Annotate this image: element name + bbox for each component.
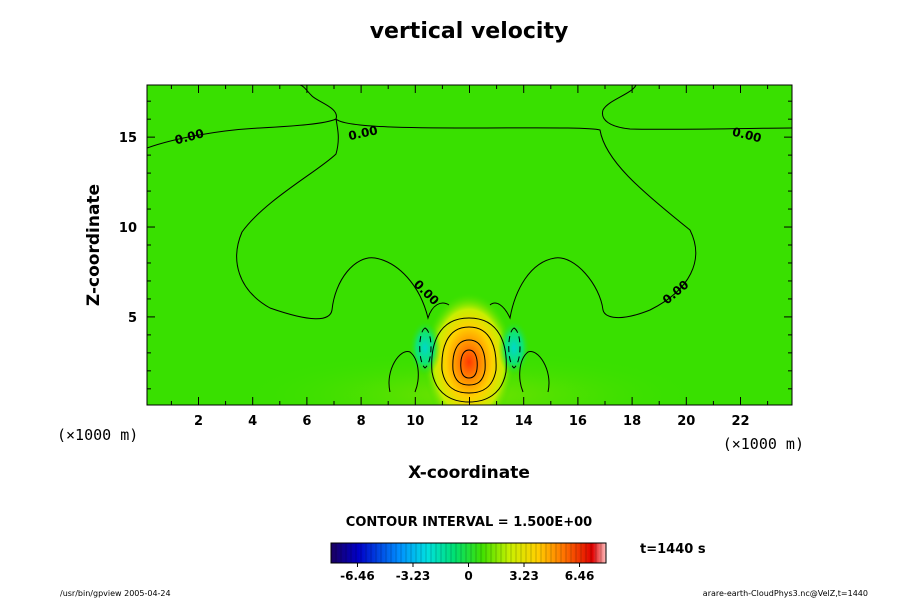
- x-tick-label: 12: [460, 414, 478, 429]
- zero-contour-left-top: [147, 85, 337, 149]
- x-tick-label: 22: [731, 414, 749, 429]
- footer-left: /usr/bin/gpview 2005-04-24: [60, 589, 171, 598]
- x-axis-ticks: 2 4 6 8 10 12 14 16 18 20 22: [170, 85, 769, 429]
- chart-title: vertical velocity: [370, 19, 569, 44]
- colorbar-stripes: [335, 543, 602, 563]
- x-tick-label: 14: [515, 414, 533, 429]
- colorbar-gradient: [331, 543, 606, 563]
- colorbar-ticks: -6.46 -3.23 0 3.23 6.46: [340, 563, 594, 583]
- x-tick-label: 16: [569, 414, 587, 429]
- y-tick-label: 15: [119, 131, 137, 146]
- x-axis-unit: (×1000 m): [723, 435, 804, 453]
- colorbar-tick-label: -3.23: [396, 569, 431, 583]
- colorbar-tick-label: 0: [464, 569, 472, 583]
- y-axis-ticks: 5 10 15: [119, 100, 792, 390]
- x-tick-label: 10: [406, 414, 424, 429]
- x-tick-label: 4: [248, 414, 257, 429]
- contour-interval: CONTOUR INTERVAL = 1.500E+00: [346, 515, 592, 530]
- contour-lines: [147, 85, 792, 403]
- x-tick-label: 2: [194, 414, 203, 429]
- colorbar-tick-label: 3.23: [509, 569, 539, 583]
- core-contour-innermost: [460, 349, 478, 379]
- y-tick-label: 10: [119, 221, 137, 236]
- footer-right: arare-earth-CloudPhys3.nc@VelZ,t=1440: [703, 589, 868, 598]
- x-axis-label: X-coordinate: [408, 463, 530, 483]
- colorbar-tick-label: 6.46: [565, 569, 595, 583]
- time-label: t=1440 s: [640, 542, 706, 557]
- updraft-shading: [423, 292, 515, 405]
- side-contour-right: [519, 351, 550, 393]
- contour-label: 0.00: [731, 125, 763, 146]
- negative-contour-left: [419, 327, 432, 369]
- core-contour-middle: [441, 326, 497, 394]
- colorbar-tick-label: -6.46: [340, 569, 375, 583]
- y-axis-unit: (×1000 m): [57, 426, 138, 444]
- zero-contour-wide-loop: [236, 118, 697, 320]
- x-tick-label: 20: [677, 414, 695, 429]
- core-contour-inner: [452, 339, 486, 386]
- x-tick-label: 18: [623, 414, 641, 429]
- zero-contour-middle-top: [601, 85, 792, 130]
- y-axis-label: Z-coordinate: [84, 184, 104, 306]
- y-tick-label: 5: [128, 311, 137, 326]
- colorbar: -6.46 -3.23 0 3.23 6.46: [330, 542, 607, 583]
- plot-area: 0.00 0.00 0.000.00 0.00: [146, 84, 793, 406]
- side-contour-left: [388, 351, 419, 393]
- x-tick-label: 6: [302, 414, 311, 429]
- x-tick-label: 8: [357, 414, 366, 429]
- contour-label: 0.00: [347, 123, 379, 143]
- negative-contour-right: [508, 327, 521, 369]
